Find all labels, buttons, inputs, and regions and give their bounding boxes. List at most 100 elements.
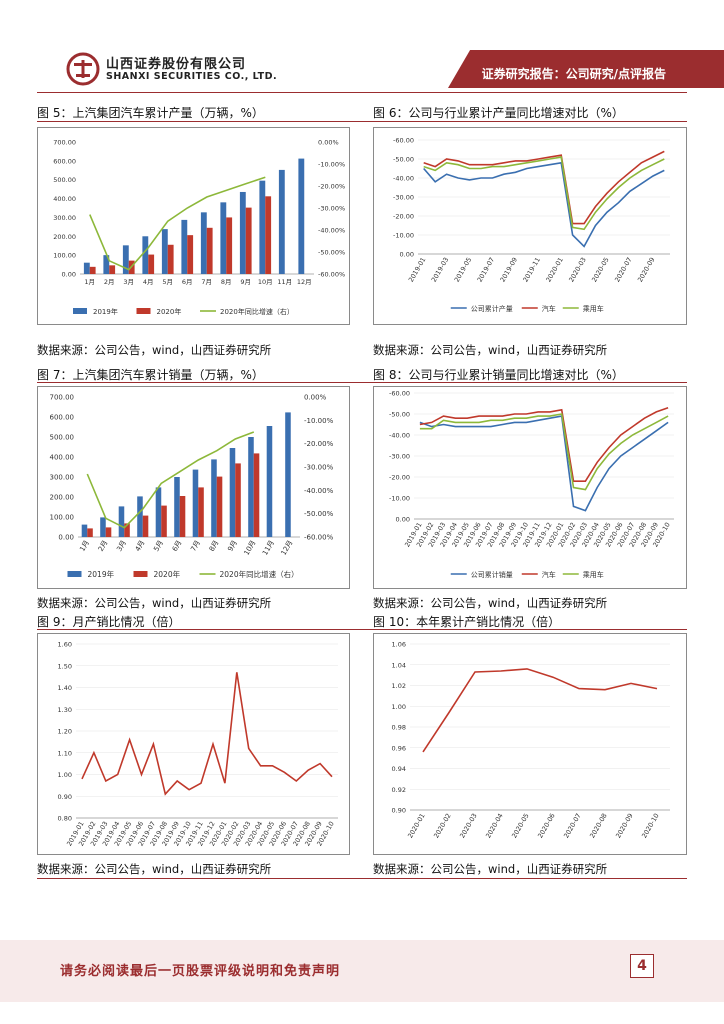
- fig6-xtick: 2020-09: [636, 256, 657, 284]
- company-name-en: SHANXI SECURITIES CO., LTD.: [106, 71, 278, 82]
- fig7-ytick: 400.00: [50, 454, 75, 462]
- fig8-ytick: -40.00: [389, 432, 410, 440]
- fig7-xtick: 5月: [152, 539, 165, 553]
- fig8-series-line-1: [419, 406, 669, 482]
- fig5-series-line-2: [89, 176, 266, 271]
- fig7-y2tick: 0.00%: [304, 394, 327, 402]
- fig5-bar-y2020: [226, 217, 233, 274]
- fig8-ytick: -50.00: [389, 411, 410, 419]
- fig10-xtick: 2020-09: [614, 812, 635, 840]
- fig7-bar-y2019: [229, 448, 236, 537]
- fig5-ytick: 600.00: [53, 157, 76, 165]
- fig-row4-rule: [37, 878, 687, 879]
- fig5-bar-y2019: [142, 236, 149, 274]
- fig6-legend-label: 汽车: [542, 304, 556, 313]
- fig-row3-rule: [37, 629, 687, 630]
- fig7-title: 图 7：上汽集团汽车累计销量（万辆，%）: [37, 368, 264, 382]
- fig5-ytick: 200.00: [53, 233, 76, 241]
- fig7-bar-y2020: [253, 453, 260, 537]
- fig5-xtick: 4月: [143, 278, 154, 286]
- fig9-ytick: 1.00: [58, 771, 72, 779]
- fig10-series-line-0: [422, 668, 658, 753]
- fig5-y2tick: -40.00%: [318, 227, 345, 235]
- fig10-xtick: 2020-07: [562, 812, 583, 840]
- fig6-ytick: -50.00: [393, 156, 414, 164]
- fig7-ytick: 100.00: [50, 514, 75, 522]
- fig5-xtick: 3月: [123, 278, 134, 286]
- fig10-xtick: 2020-10: [640, 812, 661, 840]
- fig10-ytick: 1.02: [392, 682, 406, 690]
- fig8-ytick: 0.00: [396, 516, 410, 524]
- fig5-ytick: 400.00: [53, 195, 76, 203]
- fig6-ytick: -40.00: [393, 175, 414, 183]
- fig9-ytick: 1.50: [58, 662, 72, 670]
- fig6-series-line-1: [423, 150, 665, 225]
- fig8-ytick: -10.00: [389, 495, 410, 503]
- fig5-ytick: 500.00: [53, 176, 76, 184]
- fig7-legend-swatch: [67, 571, 82, 577]
- fig6-xtick: 2019-11: [521, 256, 542, 284]
- company-name-cn: 山西证券股份有限公司: [106, 57, 247, 72]
- fig7-bar-y2019: [100, 517, 106, 537]
- fig7-bar-y2020: [87, 528, 93, 537]
- fig7-bar-y2019: [211, 459, 217, 537]
- fig7-bar-y2020: [179, 496, 186, 537]
- fig7-bar-y2019: [118, 506, 125, 537]
- fig5-source: 数据来源：公司公告，wind，山西证券研究所: [37, 343, 272, 357]
- fig7-ytick: 500.00: [50, 434, 75, 442]
- fig8-ytick: -20.00: [389, 474, 410, 482]
- fig7-legend-label: 2020年: [154, 569, 181, 579]
- fig6-xtick: 2020-07: [613, 256, 634, 284]
- fig10-xtick: 2020-06: [536, 812, 557, 840]
- fig6-series-line-0: [423, 161, 665, 248]
- fig5-xtick: 8月: [221, 278, 232, 286]
- fig6-legend-label: 公司累计产量: [471, 304, 513, 313]
- fig7-bar-y2020: [235, 463, 241, 537]
- fig7-bar-y2019: [266, 426, 273, 537]
- fig6-xtick: 2019-09: [499, 256, 520, 284]
- fig5-legend-label: 2020年: [157, 307, 182, 316]
- fig10-ytick: 0.96: [392, 744, 406, 752]
- fig6-xtick: 2019-01: [407, 256, 428, 284]
- fig7-ytick: 600.00: [50, 414, 75, 422]
- fig5-y2tick: -10.00%: [318, 161, 345, 169]
- fig5-bar-y2019: [259, 180, 266, 274]
- fig7-y2tick: -40.00%: [304, 487, 334, 495]
- fig7-source: 数据来源：公司公告，wind，山西证券研究所: [37, 596, 272, 610]
- fig7-legend-swatch: [133, 571, 148, 577]
- fig9-chart: 0.80 0.90 1.00 1.10 1.20 1.30 1.40 1.50 1.60 2019…: [37, 633, 350, 855]
- fig5-ytick: 0.00: [62, 271, 76, 279]
- fig7-bar-y2019: [81, 524, 88, 537]
- fig7-ytick: 200.00: [50, 494, 75, 502]
- fig5-y2tick: -30.00%: [318, 205, 345, 213]
- fig5-bar-y2020: [245, 207, 252, 274]
- fig6-legend-label: 乘用车: [583, 304, 604, 313]
- fig8-title: 图 8：公司与行业累计销量同比增速对比（%）: [373, 368, 624, 382]
- fig6-xtick: 2019-07: [476, 256, 497, 284]
- fig9-ytick: 0.90: [58, 793, 72, 801]
- fig-row2-rule: [37, 382, 687, 383]
- fig10-ytick: 0.98: [392, 724, 406, 732]
- fig5-y2tick: -20.00%: [318, 183, 345, 191]
- fig7-bar-y2020: [161, 505, 167, 537]
- fig7-y2tick: -10.00%: [304, 417, 334, 425]
- fig7-xtick: 8月: [208, 539, 221, 553]
- fig5-bar-y2019: [181, 219, 188, 274]
- fig5-bar-y2019: [220, 202, 227, 274]
- fig10-title: 图 10：本年累计产销比情况（倍）: [373, 615, 561, 629]
- fig5-xtick: 6月: [182, 278, 193, 286]
- fig9-series-line-0: [81, 672, 333, 796]
- fig10-ytick: 0.92: [392, 786, 406, 794]
- fig5-xtick: 7月: [201, 278, 212, 286]
- fig5-bar-y2019: [200, 212, 207, 274]
- fig7-series-line-2: [86, 431, 255, 529]
- page-header: 山西证券股份有限公司 SHANXI SECURITIES CO., LTD. 证…: [0, 0, 724, 92]
- fig6-ytick: -10.00: [393, 232, 414, 240]
- report-type-banner: 证券研究报告：公司研究/点评报告: [448, 50, 724, 88]
- fig5-bar-y2019: [161, 229, 168, 274]
- fig10-xtick: 2020-08: [588, 812, 609, 840]
- fig9-ytick: 1.40: [58, 684, 72, 692]
- fig8-series-line-2: [419, 413, 669, 491]
- fig9-ytick: 1.20: [58, 728, 72, 736]
- fig7-bar-y2019: [155, 487, 162, 537]
